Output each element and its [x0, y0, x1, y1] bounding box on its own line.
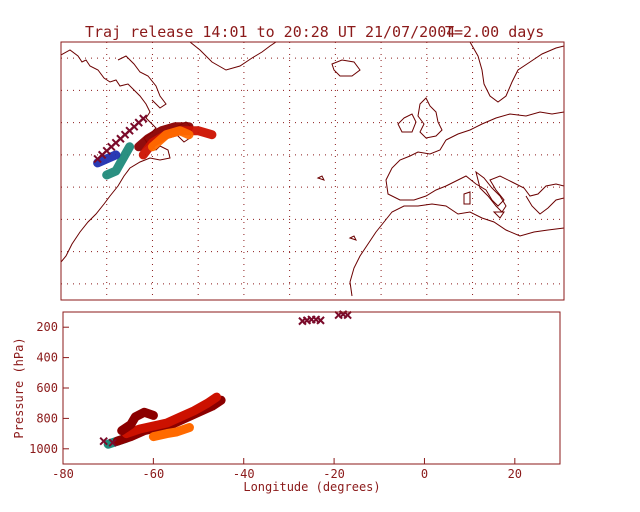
coast-sicily	[492, 211, 505, 219]
pressure-release-markers	[99, 310, 352, 447]
y-axis: 200 400 600 800 1000	[29, 320, 69, 456]
coast-balkans	[525, 195, 564, 215]
release-marker-stroke	[343, 310, 352, 320]
plot-frame	[62, 311, 561, 465]
map-frame	[60, 41, 565, 301]
x-tick-label: -40	[233, 467, 255, 481]
map-trajectory	[102, 142, 135, 180]
pressure-series	[103, 392, 226, 449]
coast-canaries	[348, 235, 357, 241]
pressure-trajectory	[148, 423, 194, 442]
coastlines	[61, 42, 564, 297]
y-axis-title: Pressure (hPa)	[12, 337, 26, 438]
map-trajectory	[148, 126, 194, 152]
x-axis-title: Longitude (degrees)	[243, 480, 380, 494]
x-tick-label: 0	[421, 467, 428, 481]
release-marker-stroke	[139, 114, 148, 123]
y-tick-label: 800	[36, 411, 58, 425]
release-marker-stroke	[108, 438, 117, 447]
x-tick-label: -20	[323, 467, 345, 481]
x-axis: -80 -60 -40 -20 0 20	[52, 458, 522, 481]
pressure-release-marker	[316, 316, 325, 325]
release-title: Traj release 14:01 to 20:28 UT 21/07/200…	[85, 23, 455, 41]
pressure-release-marker	[108, 438, 117, 447]
coast-scandinavia	[469, 42, 564, 103]
y-tick-label: 600	[36, 381, 58, 395]
duration-title: T=2.00 days	[445, 23, 544, 41]
coast-north-africa	[349, 203, 564, 297]
x-tick-label: 20	[508, 467, 522, 481]
pressure-release-marker	[343, 310, 352, 320]
pressure-release-marker	[99, 436, 108, 446]
coast-great-britain	[417, 97, 443, 139]
pressure-trajectory	[121, 392, 222, 439]
release-marker-stroke	[316, 316, 325, 325]
pressure-trajectory	[117, 407, 158, 436]
release-marker-stroke	[99, 436, 108, 446]
coast-europe	[385, 111, 564, 207]
y-tick-label: 400	[36, 351, 58, 365]
trajectory-map-panel	[60, 41, 565, 301]
pressure-longitude-panel: -80 -60 -40 -20 0 20 200 400 600 800 1000 Longitu…	[12, 310, 561, 494]
y-tick-label: 1000	[29, 442, 58, 456]
coast-azores	[316, 175, 325, 181]
x-tick-label: -80	[52, 467, 74, 481]
coast-labrador	[117, 55, 167, 109]
map-gridlines	[61, 42, 564, 300]
map-release-markers	[93, 114, 148, 164]
coast-ireland	[397, 113, 417, 133]
coast-iceland	[331, 59, 361, 77]
map-release-marker	[139, 114, 148, 123]
coast-sardinia	[463, 191, 471, 205]
y-tick-label: 200	[36, 320, 58, 334]
coast-greenland	[189, 42, 277, 71]
map-trajectories	[93, 122, 217, 180]
x-tick-label: -60	[143, 467, 165, 481]
coast-italy	[475, 170, 507, 213]
